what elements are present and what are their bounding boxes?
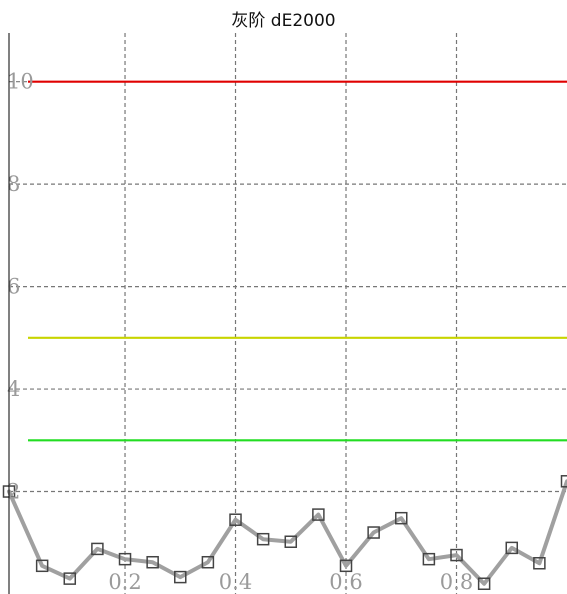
series-layer — [2, 475, 567, 591]
data-point-marker — [505, 541, 519, 555]
data-point-marker — [35, 559, 49, 573]
data-point-marker — [63, 572, 77, 585]
grid-lines — [9, 33, 567, 594]
series-line-0 — [7, 479, 567, 586]
y-tick-label: 4 — [7, 377, 20, 401]
data-point-marker — [174, 570, 187, 584]
data-point-marker — [229, 513, 242, 526]
data-point-marker — [339, 559, 353, 573]
y-tick-label: 2 — [7, 480, 20, 504]
data-point-marker — [533, 557, 546, 570]
data-point-marker — [146, 555, 159, 569]
data-point-marker — [201, 555, 215, 569]
y-tick-label: 8 — [7, 172, 20, 196]
data-point-marker — [91, 542, 104, 556]
chart-title: 灰阶 dE2000 — [231, 11, 336, 31]
data-point-marker — [560, 475, 567, 488]
y-tick-label: 6 — [7, 275, 20, 299]
x-tick-label: 0.6 — [329, 570, 362, 594]
data-point-marker — [450, 548, 463, 562]
data-point-marker — [284, 535, 298, 548]
data-point-marker — [422, 552, 436, 566]
tick-labels: 0.2 0.4 0.6 0.8 2 4 6 8 10 — [7, 70, 473, 594]
y-tick-label: 10 — [7, 70, 34, 94]
data-point-marker — [395, 511, 408, 525]
data-point-marker — [312, 508, 325, 521]
data-point-marker — [118, 552, 132, 566]
data-point-marker — [367, 526, 380, 539]
threshold-lines — [28, 80, 567, 442]
x-tick-label: 0.2 — [108, 570, 141, 594]
data-point-marker — [256, 532, 270, 546]
x-tick-label: 0.8 — [440, 570, 473, 594]
data-point-marker — [477, 577, 491, 591]
x-tick-label: 0.4 — [219, 570, 252, 594]
